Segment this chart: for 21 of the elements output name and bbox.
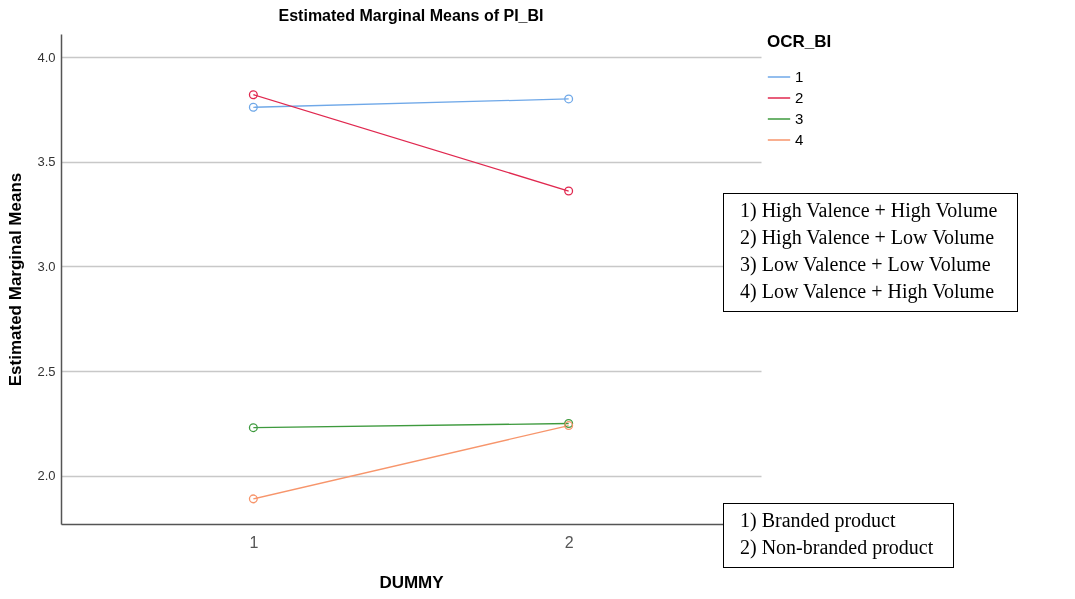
y-tick-label: 2.5 [37, 363, 56, 379]
legend-title: OCR_BI [767, 32, 832, 51]
legend-label: 1 [795, 68, 804, 85]
legend-label: 2 [795, 89, 804, 106]
x-axis-title: DUMMY [379, 572, 445, 592]
point [248, 102, 258, 112]
point [564, 186, 574, 196]
point [248, 494, 258, 504]
point [248, 423, 258, 433]
point [248, 90, 258, 100]
y-tick-label: 3.0 [37, 258, 56, 274]
y-tick-label: 4.0 [37, 49, 56, 65]
legend-label: 4 [795, 131, 804, 148]
annotation: 1) Branded product 2) Non-branded product [723, 503, 955, 568]
point [564, 94, 574, 104]
y-axis-title: Estimated Marginal Means [6, 172, 26, 387]
y-tick-label: 3.5 [37, 154, 56, 170]
legend-label: 3 [795, 110, 804, 127]
annotation: 1) High Valence + High Volume 2) High Valence + Low Volume 3) Low Valence + Low Volume 4) Low Valence + High Volume [723, 193, 1019, 312]
chart-title: Estimated Marginal Means of PI_BI [278, 7, 544, 24]
y-tick-label: 2.0 [37, 468, 56, 484]
